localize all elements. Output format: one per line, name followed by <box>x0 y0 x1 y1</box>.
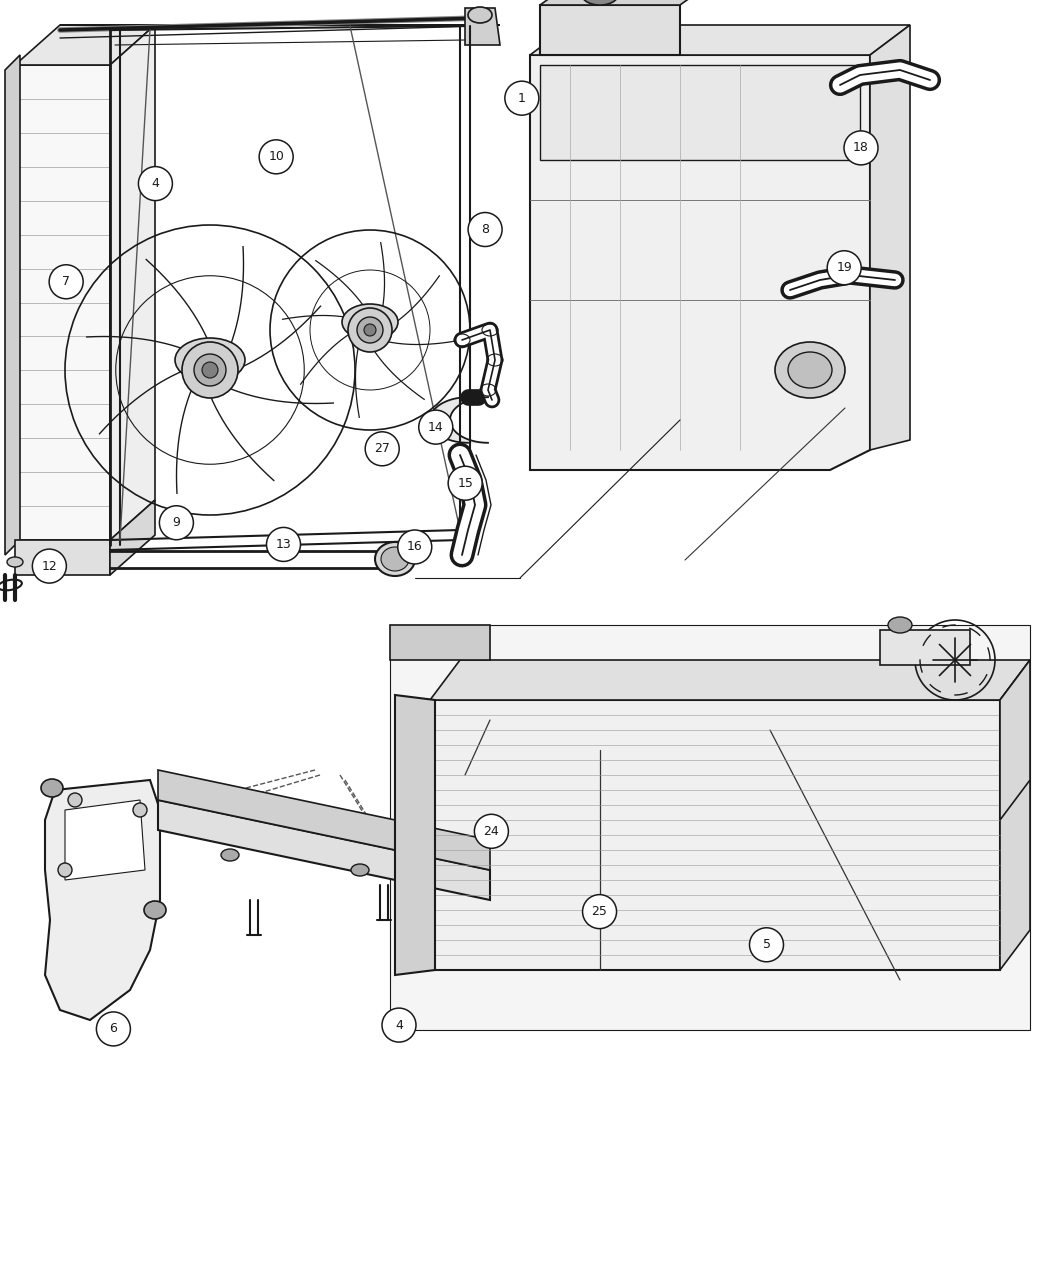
Text: 15: 15 <box>457 477 474 490</box>
Text: 4: 4 <box>151 177 160 190</box>
Circle shape <box>398 530 432 564</box>
Circle shape <box>505 82 539 115</box>
Circle shape <box>267 528 300 561</box>
Ellipse shape <box>348 309 392 352</box>
Polygon shape <box>395 695 435 975</box>
Ellipse shape <box>58 863 72 877</box>
Text: 9: 9 <box>172 516 181 529</box>
Text: 1: 1 <box>518 92 526 105</box>
Ellipse shape <box>202 362 218 377</box>
Text: 18: 18 <box>853 142 869 154</box>
Ellipse shape <box>342 303 398 340</box>
Text: 13: 13 <box>275 538 292 551</box>
Circle shape <box>750 928 783 961</box>
Text: 14: 14 <box>428 421 443 434</box>
Text: 5: 5 <box>762 938 771 951</box>
Ellipse shape <box>220 849 239 861</box>
Polygon shape <box>530 26 910 55</box>
Polygon shape <box>880 630 970 666</box>
Text: 12: 12 <box>42 560 57 572</box>
Ellipse shape <box>788 352 832 388</box>
Polygon shape <box>15 65 110 541</box>
Ellipse shape <box>68 793 82 807</box>
Circle shape <box>475 815 508 848</box>
Text: 8: 8 <box>481 223 489 236</box>
Circle shape <box>49 265 83 298</box>
Ellipse shape <box>7 557 23 567</box>
Circle shape <box>468 213 502 246</box>
Circle shape <box>844 131 878 164</box>
Polygon shape <box>430 398 488 442</box>
Circle shape <box>448 467 482 500</box>
Ellipse shape <box>194 354 226 386</box>
Ellipse shape <box>133 803 147 817</box>
Ellipse shape <box>375 542 415 576</box>
Circle shape <box>259 140 293 173</box>
Text: 6: 6 <box>109 1023 118 1035</box>
Text: 19: 19 <box>837 261 853 274</box>
Ellipse shape <box>582 0 618 5</box>
Circle shape <box>160 506 193 539</box>
Ellipse shape <box>775 342 845 398</box>
Polygon shape <box>15 541 110 575</box>
Ellipse shape <box>357 317 383 343</box>
Circle shape <box>97 1012 130 1046</box>
Polygon shape <box>1000 660 1030 970</box>
Polygon shape <box>540 0 715 5</box>
Polygon shape <box>158 770 490 870</box>
Circle shape <box>583 895 616 928</box>
Ellipse shape <box>381 547 410 571</box>
Polygon shape <box>430 660 1030 700</box>
Polygon shape <box>390 625 490 660</box>
Polygon shape <box>1000 660 1030 820</box>
Text: 27: 27 <box>374 442 391 455</box>
Ellipse shape <box>351 864 369 876</box>
Ellipse shape <box>182 342 238 398</box>
Polygon shape <box>15 26 155 65</box>
Circle shape <box>382 1009 416 1042</box>
Text: 7: 7 <box>62 275 70 288</box>
Polygon shape <box>390 625 1030 1030</box>
Polygon shape <box>465 8 500 45</box>
Polygon shape <box>430 700 1000 970</box>
Circle shape <box>139 167 172 200</box>
Ellipse shape <box>468 6 492 23</box>
Polygon shape <box>65 799 145 880</box>
Circle shape <box>365 432 399 465</box>
Ellipse shape <box>144 901 166 919</box>
Polygon shape <box>110 500 155 575</box>
Polygon shape <box>158 799 490 900</box>
Text: 4: 4 <box>395 1019 403 1031</box>
Polygon shape <box>530 55 870 470</box>
Polygon shape <box>45 780 160 1020</box>
Text: 16: 16 <box>407 541 422 553</box>
Text: 10: 10 <box>268 150 285 163</box>
Polygon shape <box>870 26 910 450</box>
Polygon shape <box>110 26 155 541</box>
Polygon shape <box>5 55 20 555</box>
Circle shape <box>419 411 453 444</box>
Circle shape <box>33 550 66 583</box>
Polygon shape <box>540 5 680 55</box>
Ellipse shape <box>175 338 245 382</box>
Text: 24: 24 <box>483 825 500 838</box>
Polygon shape <box>540 65 860 159</box>
Ellipse shape <box>364 324 376 337</box>
Ellipse shape <box>888 617 912 632</box>
Ellipse shape <box>41 779 63 797</box>
Text: 25: 25 <box>591 905 608 918</box>
Circle shape <box>827 251 861 284</box>
